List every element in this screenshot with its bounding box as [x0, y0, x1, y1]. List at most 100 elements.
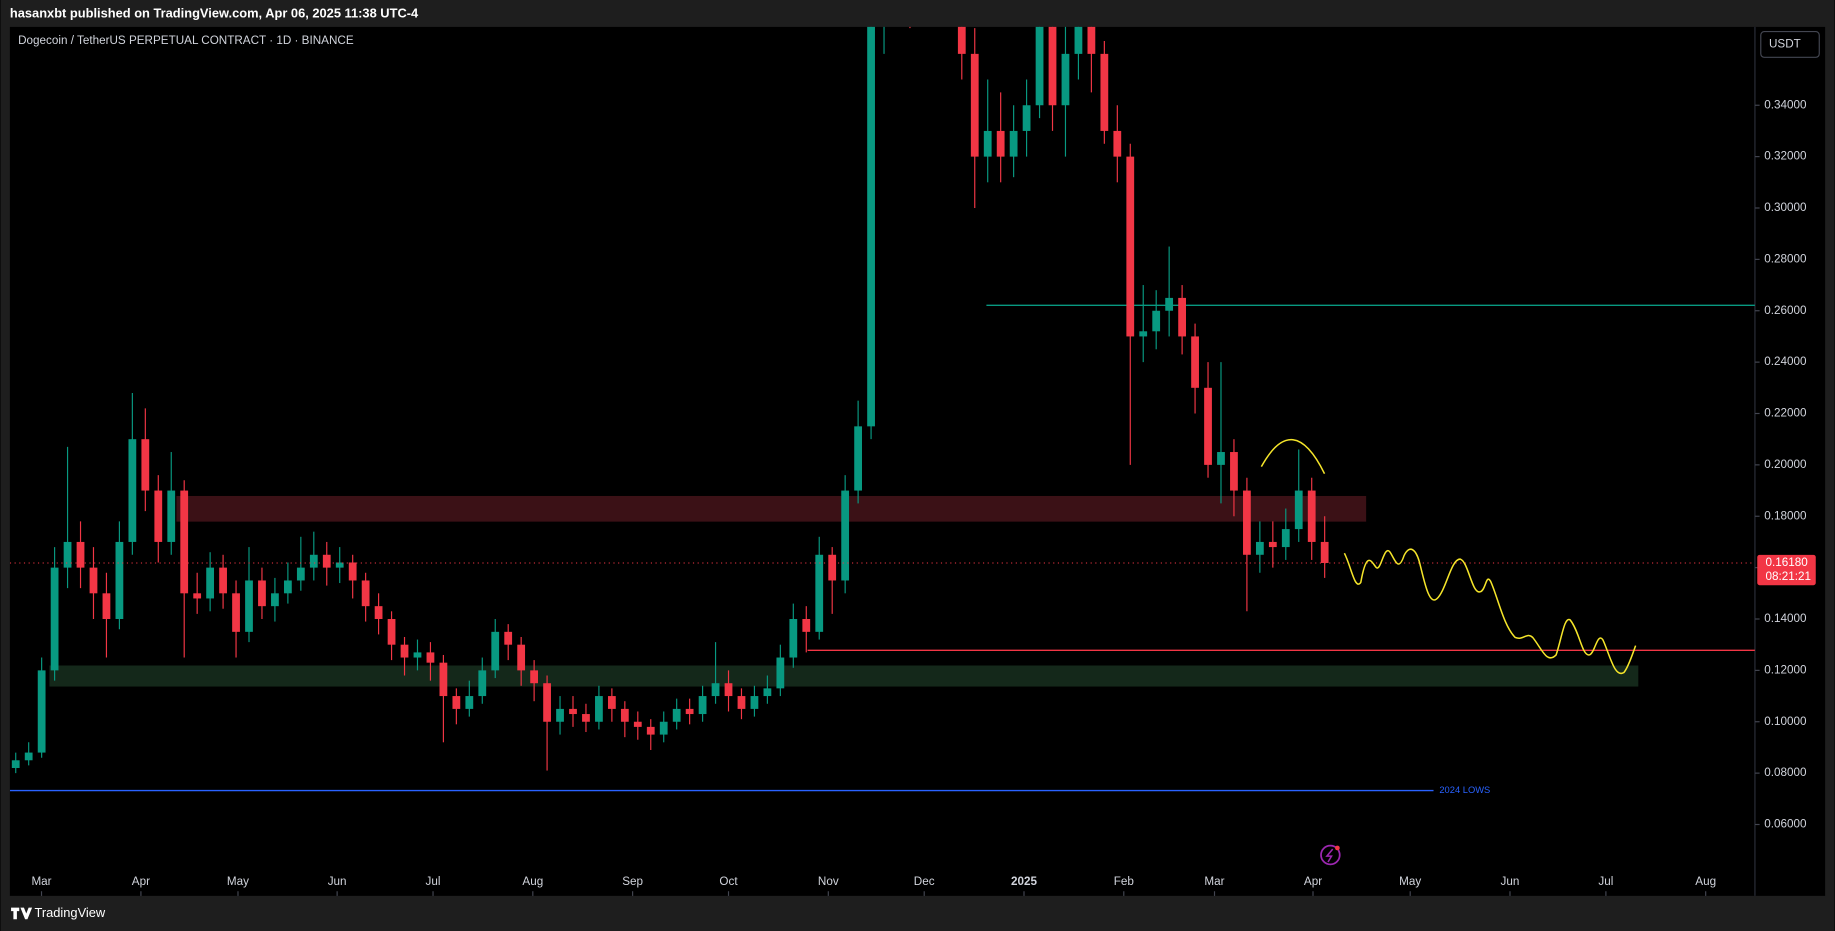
last-price-tag	[1757, 554, 1816, 586]
publisher: hasanxbt published on TradingView.com, A…	[10, 5, 419, 20]
candle-body	[815, 554, 824, 632]
x-tick-label: Mar	[31, 875, 51, 888]
candle-body	[102, 593, 111, 619]
candle-body	[258, 580, 266, 607]
candle-body	[1243, 490, 1251, 555]
candle-body	[737, 696, 746, 709]
candle-body	[491, 631, 500, 671]
x-tick-label: Jul	[1598, 875, 1613, 888]
candle-body	[76, 541, 85, 568]
candle-body	[1217, 452, 1225, 465]
candle-body	[530, 670, 539, 684]
zone	[49, 665, 1639, 687]
candle-body	[387, 618, 396, 645]
brand: TradingView	[34, 905, 105, 920]
candle-body	[167, 490, 176, 542]
y-tick-label: 0.28000	[1764, 252, 1807, 265]
candle-body	[763, 688, 772, 697]
candle-body	[1178, 297, 1186, 337]
candle-body	[296, 567, 305, 581]
y-tick-label: 0.06000	[1764, 818, 1807, 831]
x-tick-label: Jun	[1501, 875, 1520, 888]
y-tick-label: 0.24000	[1764, 355, 1807, 368]
currency-label[interactable]: USDT	[1769, 38, 1801, 51]
candle-body	[1061, 53, 1070, 106]
x-tick-label: May	[1399, 875, 1421, 888]
candle-body	[193, 593, 202, 599]
candle-body	[1294, 490, 1303, 530]
x-tick-label: Mar	[1204, 875, 1224, 888]
candle-body	[750, 696, 759, 709]
candle-body	[1255, 541, 1264, 555]
candle-body	[413, 652, 422, 658]
x-tick-label: May	[227, 875, 249, 888]
candle-body	[685, 708, 694, 715]
candle-body	[776, 657, 785, 689]
candle-body	[607, 696, 616, 709]
candle-body	[1281, 529, 1290, 548]
candle-body	[1074, 26, 1083, 54]
currency-button[interactable]	[1760, 30, 1820, 58]
candle-body	[180, 490, 189, 594]
candle-body	[1165, 297, 1174, 311]
candle-body	[24, 752, 33, 761]
candle-body	[970, 53, 979, 157]
candle-body	[89, 567, 98, 594]
alert-icon[interactable]	[1320, 844, 1341, 866]
candle-body	[569, 708, 577, 715]
candle-body	[595, 696, 603, 722]
y-tick-label: 0.34000	[1764, 98, 1807, 111]
last-price-label: 0.16180	[1765, 556, 1808, 569]
y-tick-label: 0.14000	[1764, 612, 1807, 625]
candle-body	[128, 439, 137, 542]
candle-body	[1204, 387, 1212, 465]
candle-body	[309, 554, 318, 568]
candle-body	[452, 696, 461, 709]
candle-body	[672, 708, 681, 722]
candle-body	[219, 567, 227, 594]
candle-body	[867, 26, 875, 427]
candle-body	[517, 644, 526, 671]
candle-body	[841, 490, 850, 581]
candle-body	[232, 593, 240, 632]
candle-body	[1009, 130, 1018, 157]
y-tick-label: 0.18000	[1764, 509, 1807, 522]
y-tick-label: 0.22000	[1764, 407, 1807, 420]
candle-body	[374, 606, 383, 619]
candle-body	[115, 541, 124, 619]
candle-body	[37, 670, 46, 753]
x-tick-label: Jul	[426, 875, 441, 888]
candle-body	[1268, 541, 1277, 548]
candle-body	[1100, 53, 1109, 131]
candle-body	[711, 683, 720, 697]
x-tick-label: Apr	[1304, 875, 1322, 888]
x-tick-label: Jun	[328, 875, 347, 888]
candle-body	[335, 562, 344, 568]
candle-body	[854, 426, 863, 491]
x-tick-label: Aug	[522, 875, 543, 888]
candle-body	[1320, 541, 1329, 564]
candle-body	[1230, 452, 1238, 491]
x-tick-label: Nov	[818, 875, 839, 888]
level-label: 2024 LOWS	[1439, 785, 1490, 795]
y-tick-label: 0.20000	[1764, 458, 1807, 471]
x-tick-label: Sep	[622, 875, 643, 888]
candle-body	[154, 490, 163, 542]
candle-body	[1152, 310, 1161, 332]
x-tick-label: Dec	[914, 875, 935, 888]
x-tick-label: Aug	[1695, 875, 1716, 888]
candle-body	[543, 683, 551, 722]
candle-body	[1307, 490, 1316, 542]
candle-body	[646, 726, 655, 735]
alert-dot	[1335, 845, 1340, 851]
candle-body	[828, 554, 837, 581]
x-tick-label: Oct	[719, 875, 738, 888]
candle-body	[400, 644, 409, 658]
candle-body	[789, 618, 798, 658]
candle-body	[50, 567, 59, 671]
candle-body	[322, 554, 331, 568]
alert-bolt	[1325, 848, 1334, 863]
x-tick-label: Apr	[132, 875, 150, 888]
